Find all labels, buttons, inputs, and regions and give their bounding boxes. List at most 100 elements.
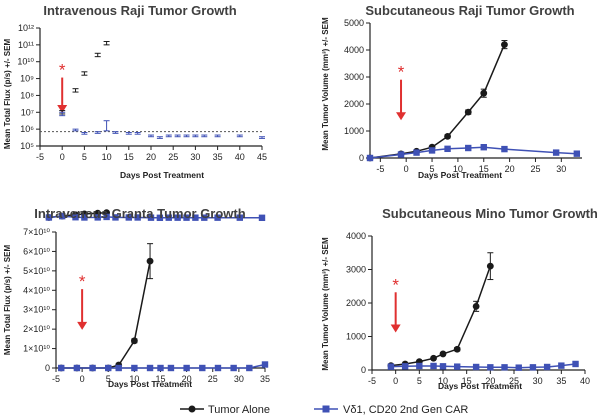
x-tick-label: 30 (190, 152, 200, 162)
x-tick-label: 10 (438, 376, 448, 386)
y-tick-label: 10⁷ (21, 107, 34, 117)
data-point-car (58, 364, 65, 372)
x-tick-label: 25 (168, 152, 178, 162)
x-tick-label: -5 (376, 164, 384, 174)
data-point-car (416, 362, 423, 370)
chart-title: Subcutaneous Raji Tumor Growth (365, 3, 574, 18)
data-point-car (134, 214, 141, 221)
data-point-car (131, 364, 138, 372)
data-point-car (230, 364, 237, 372)
data-point-car (167, 364, 175, 372)
data-point-car (183, 214, 190, 221)
x-tick-label: -5 (36, 152, 44, 162)
data-point-car (94, 214, 101, 221)
data-point-tumor (464, 108, 472, 116)
x-tick-label: 15 (479, 164, 489, 174)
y-tick-label: 2000 (346, 298, 366, 308)
y-tick-label: 10¹² (18, 23, 34, 33)
data-point-car (174, 214, 181, 221)
series-line-tumor (369, 44, 506, 159)
data-point-tumor (444, 133, 451, 140)
data-point-car (73, 364, 81, 372)
x-tick-label: 40 (235, 152, 245, 162)
data-point-car (199, 364, 206, 372)
y-tick-label: 3000 (344, 72, 364, 82)
x-tick-label: 15 (124, 152, 134, 162)
data-point-tumor (453, 345, 461, 353)
y-tick-label: 4000 (344, 45, 364, 55)
significance-asterisk: * (59, 61, 66, 80)
x-axis-label: Days Post Treatment (120, 170, 204, 180)
data-point-car (413, 149, 420, 156)
y-tick-label: 10¹¹ (18, 40, 34, 50)
data-point-car (115, 364, 122, 372)
x-tick-label: 20 (146, 152, 156, 162)
data-point-car (501, 145, 508, 153)
y-tick-label: 1×10¹⁰ (23, 344, 50, 354)
x-tick-label: -5 (52, 374, 60, 384)
data-point-car (81, 214, 88, 221)
data-point-tumor (486, 262, 494, 270)
y-tick-label: 4000 (346, 231, 366, 241)
x-tick-label: 5 (430, 164, 435, 174)
y-tick-label: 1000 (344, 126, 364, 136)
x-tick-label: 15 (462, 376, 472, 386)
treatment-arrowhead (77, 321, 88, 330)
data-point-car (439, 363, 447, 370)
x-tick-label: 0 (80, 374, 85, 384)
data-point-car (397, 151, 405, 158)
data-point-car (558, 362, 565, 369)
data-point-car (480, 144, 487, 151)
legend-marker-tumor (188, 405, 196, 413)
panel-sc-mino: Subcutaneous Mino Tumor Growth Days Post… (321, 206, 598, 391)
data-point-car (146, 364, 154, 372)
x-tick-label: 5 (82, 152, 87, 162)
data-point-tumor (439, 350, 447, 358)
series-line-car (369, 146, 577, 159)
x-axis-label: Days Post Treatment (438, 381, 522, 391)
data-point-car (165, 214, 172, 221)
x-tick-label: 35 (213, 152, 223, 162)
x-tick-label: 35 (556, 376, 566, 386)
data-point-car (487, 364, 494, 371)
series-line-tumor (61, 260, 151, 369)
treatment-arrowhead (396, 112, 407, 121)
data-point-car (156, 214, 164, 222)
data-point-car (387, 363, 395, 370)
data-point-car (125, 214, 132, 221)
x-tick-label: 20 (505, 164, 515, 174)
x-tick-label: 5 (106, 374, 111, 384)
panel-sc-raji: Subcutaneous Raji Tumor Growth Days Post… (321, 3, 582, 180)
x-tick-label: 15 (155, 374, 165, 384)
treatment-arrowhead (390, 324, 401, 333)
x-tick-label: -5 (368, 376, 376, 386)
chart-title: Intravenous Raji Tumor Growth (43, 3, 236, 18)
data-point-car (543, 363, 551, 371)
x-tick-label: 30 (533, 376, 543, 386)
y-tick-label: 2×10¹⁰ (23, 324, 50, 334)
data-point-car (573, 150, 581, 157)
data-point-tumor (130, 337, 138, 345)
data-point-car (529, 364, 537, 371)
data-point-car (214, 214, 221, 221)
legend-marker-car (322, 405, 330, 413)
y-tick-label: 0 (45, 363, 50, 373)
data-point-car (401, 363, 409, 370)
data-point-car (89, 364, 96, 372)
y-tick-label: 4×10¹⁰ (23, 285, 50, 295)
y-tick-label: 3000 (346, 265, 366, 275)
data-point-car (183, 364, 190, 372)
data-point-car (430, 362, 437, 370)
data-point-tumor (480, 89, 488, 97)
data-point-tumor (472, 302, 480, 310)
legend: Tumor Alone Vδ1, CD20 2nd Gen CAR (180, 404, 468, 416)
data-point-car (59, 212, 66, 220)
y-tick-label: 5000 (344, 18, 364, 28)
y-axis-label: Mean Total Flux (p/s) +/- SEM (3, 39, 12, 150)
x-axis-label: Days Post Treatment (108, 379, 192, 389)
y-tick-label: 6×10¹⁰ (23, 246, 50, 256)
x-tick-label: 40 (580, 376, 590, 386)
x-tick-label: 25 (509, 376, 519, 386)
data-point-car (201, 214, 208, 221)
